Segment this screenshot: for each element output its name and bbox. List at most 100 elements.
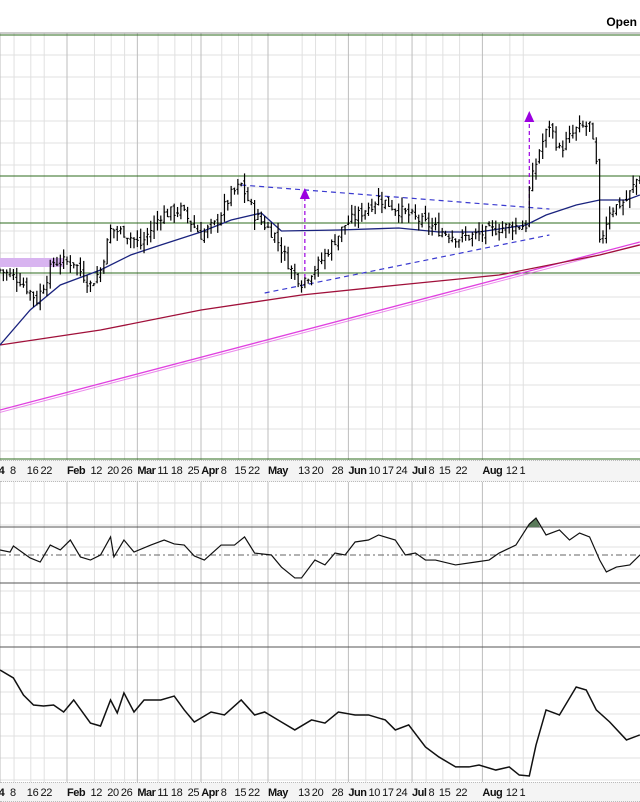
price-bar [591, 122, 595, 140]
price-bar [82, 260, 86, 283]
price-bar [460, 229, 464, 243]
price-bar [11, 268, 15, 281]
rsi-overbought-fill [527, 518, 541, 527]
price-bar [336, 235, 340, 251]
price-bar [105, 238, 109, 265]
price-bar [631, 175, 635, 193]
price-bar [383, 199, 387, 210]
triangle-upper-trendline [241, 184, 550, 210]
lower-indicator-line [0, 669, 640, 777]
price-bar [189, 220, 193, 232]
lower-indicator-panel [0, 669, 640, 777]
x-tick-label: 13 [298, 465, 310, 477]
price-bar [380, 191, 384, 214]
price-bar [99, 267, 102, 283]
x-tick-label: 20 [107, 465, 119, 477]
price-bar [202, 228, 206, 243]
price-bar [628, 190, 632, 209]
price-bar [206, 224, 210, 239]
price-bar [266, 222, 270, 229]
price-bar [578, 115, 582, 133]
price-bar [367, 202, 370, 216]
x-tick-label: Jun [348, 465, 367, 477]
price-bar [229, 185, 233, 207]
x-tick-label: 18 [170, 465, 183, 477]
x-tick-label: 25 [187, 465, 200, 477]
price-bar [551, 123, 555, 139]
price-bar [534, 158, 538, 180]
price-bar [78, 257, 82, 277]
price-bar [0, 268, 2, 273]
ma50-line [0, 194, 640, 346]
price-bar [115, 225, 119, 241]
x-tick-label: 24 [395, 787, 408, 799]
price-bar [400, 197, 404, 224]
price-bar [159, 215, 163, 231]
price-bar [356, 206, 360, 229]
price-bar [269, 222, 273, 238]
price-bar [95, 266, 99, 284]
price-bar [370, 198, 374, 213]
grid [0, 33, 640, 782]
price-bar [42, 284, 46, 294]
price-bar [192, 215, 196, 229]
price-bar [527, 185, 531, 228]
price-bar [65, 256, 69, 265]
price-bar [300, 280, 303, 293]
x-tick-label: Aug [482, 787, 503, 799]
price-bar [393, 208, 397, 216]
price-bar [427, 212, 431, 236]
price-bar [608, 206, 612, 230]
price-panel [0, 32, 640, 460]
x-tick-label: 12 [505, 465, 518, 477]
x-tick-label: Feb [67, 787, 86, 799]
x-tick-label: 11 [157, 465, 169, 477]
x-tick-label: 20 [311, 787, 324, 799]
x-tick-label: 26 [120, 787, 133, 799]
price-bar [316, 256, 320, 277]
price-bar [48, 259, 52, 289]
price-bar [340, 226, 344, 243]
price-bar [32, 291, 35, 308]
price-bar [135, 230, 139, 248]
price-bar [129, 232, 133, 249]
x-tick-label: 25 [187, 787, 200, 799]
price-bar [373, 201, 377, 215]
x-tick-label: 17 [382, 787, 394, 799]
price-bar [35, 290, 39, 306]
price-bar [313, 265, 317, 280]
price-bar [537, 149, 541, 164]
price-bar [467, 234, 471, 241]
price-bar [363, 210, 367, 220]
price-bar [45, 275, 49, 297]
price-bar [514, 217, 518, 235]
price-bar [346, 215, 350, 226]
x-tick-label: 28 [331, 787, 344, 799]
price-target-arrow-icon [524, 111, 535, 122]
x-tick-label: 16 [26, 465, 39, 477]
x-tick-label: 20 [107, 787, 119, 799]
price-bar [457, 239, 461, 248]
price-bar [5, 269, 9, 281]
price-bar [55, 256, 59, 267]
price-bar [75, 264, 79, 276]
price-bar [152, 215, 156, 239]
price-bar [387, 196, 391, 207]
price-bar [413, 204, 417, 220]
price-bar [487, 221, 491, 227]
x-tick-label: Feb [67, 465, 86, 477]
price-bar [621, 199, 625, 216]
price-bar [397, 203, 401, 223]
price-bar [624, 190, 628, 202]
price-bar [145, 227, 149, 246]
x-tick-label: 10 [368, 787, 381, 799]
x-tick-label: 12 [90, 465, 103, 477]
x-tick-label: 22 [40, 465, 53, 477]
price-bar [444, 230, 448, 237]
price-bar [109, 224, 113, 244]
x-tick-label: Apr [201, 787, 219, 799]
price-bar [474, 228, 478, 240]
price-bar [531, 162, 535, 192]
price-bar [172, 203, 176, 223]
price-bar [417, 214, 421, 231]
